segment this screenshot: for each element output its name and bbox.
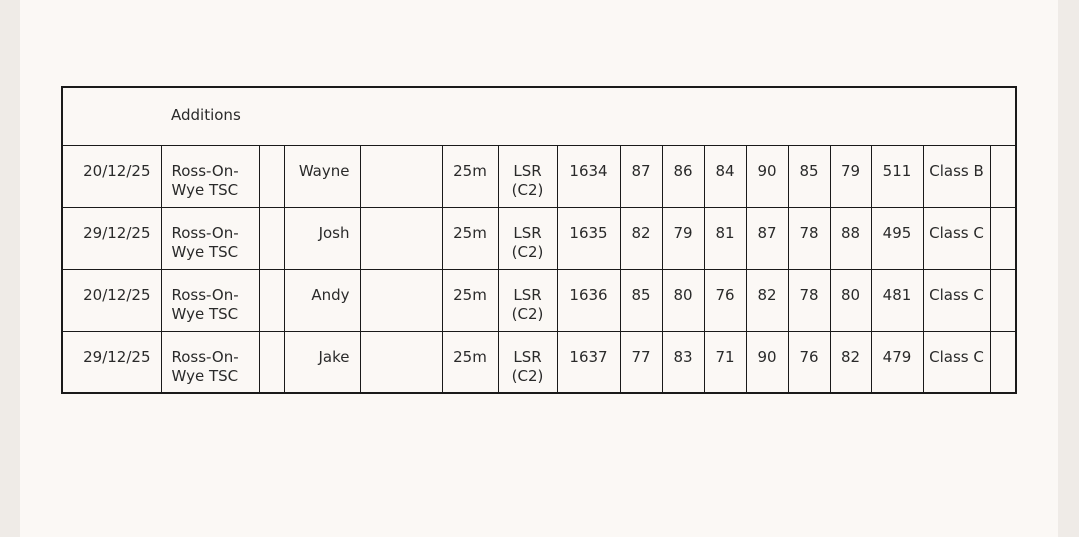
score-cell: 84: [703, 144, 747, 208]
table-title-row: Additions: [61, 86, 1017, 146]
empty-cell: [989, 268, 1017, 332]
score-cell: 77: [619, 330, 663, 394]
discipline-cell: LSR (C2): [497, 330, 558, 394]
blank-cell: [359, 268, 443, 332]
score-cell: 87: [619, 144, 663, 208]
empty-cell: [989, 330, 1017, 394]
date-cell: 29/12/25: [61, 330, 162, 394]
total-cell: 479: [870, 330, 924, 394]
score-cell: 81: [703, 206, 747, 270]
card-number-cell: 1634: [556, 144, 621, 208]
extra-cell: [258, 330, 285, 394]
score-cell: 79: [829, 144, 872, 208]
score-cell: 86: [661, 144, 705, 208]
name-cell: Josh: [283, 206, 361, 270]
venue-cell: Ross-On-Wye TSC: [160, 144, 260, 208]
score-cell: 82: [619, 206, 663, 270]
blank-cell: [359, 206, 443, 270]
score-cell: 78: [787, 268, 831, 332]
discipline-cell: LSR (C2): [497, 268, 558, 332]
table-row: 29/12/25 Ross-On-Wye TSC Jake 25m LSR (C2) 16…: [61, 330, 1017, 394]
venue-cell: Ross-On-Wye TSC: [160, 268, 260, 332]
venue-cell: Ross-On-Wye TSC: [160, 330, 260, 394]
name-cell: Wayne: [283, 144, 361, 208]
class-cell: Class B: [922, 144, 991, 208]
table-row: 20/12/25 Ross-On-Wye TSC Wayne 25m LSR (C2) 1…: [61, 144, 1017, 208]
score-cell: 83: [661, 330, 705, 394]
total-cell: 511: [870, 144, 924, 208]
name-cell: Andy: [283, 268, 361, 332]
score-cell: 87: [745, 206, 789, 270]
class-cell: Class C: [922, 206, 991, 270]
score-cell: 76: [787, 330, 831, 394]
discipline-cell: LSR (C2): [497, 206, 558, 270]
class-cell: Class C: [922, 330, 991, 394]
empty-cell: [989, 144, 1017, 208]
additions-table: Additions 20/12/25 Ross-On-Wye TSC Wayne 25…: [61, 86, 1017, 394]
score-cell: 88: [829, 206, 872, 270]
blank-cell: [359, 330, 443, 394]
card-number-cell: 1636: [556, 268, 621, 332]
extra-cell: [258, 268, 285, 332]
blank-cell: [359, 144, 443, 208]
score-cell: 80: [661, 268, 705, 332]
extra-cell: [258, 206, 285, 270]
empty-cell: [989, 206, 1017, 270]
discipline-cell: LSR (C2): [497, 144, 558, 208]
score-cell: 90: [745, 144, 789, 208]
date-cell: 20/12/25: [61, 268, 162, 332]
card-number-cell: 1635: [556, 206, 621, 270]
score-cell: 85: [619, 268, 663, 332]
score-cell: 80: [829, 268, 872, 332]
table-title: Additions: [61, 86, 1017, 146]
score-cell: 76: [703, 268, 747, 332]
total-cell: 495: [870, 206, 924, 270]
venue-cell: Ross-On-Wye TSC: [160, 206, 260, 270]
distance-cell: 25m: [441, 330, 499, 394]
total-cell: 481: [870, 268, 924, 332]
score-cell: 71: [703, 330, 747, 394]
date-cell: 29/12/25: [61, 206, 162, 270]
score-cell: 90: [745, 330, 789, 394]
score-cell: 78: [787, 206, 831, 270]
table-row: 29/12/25 Ross-On-Wye TSC Josh 25m LSR (C2) 16…: [61, 206, 1017, 270]
name-cell: Jake: [283, 330, 361, 394]
distance-cell: 25m: [441, 268, 499, 332]
distance-cell: 25m: [441, 206, 499, 270]
score-cell: 82: [829, 330, 872, 394]
score-cell: 85: [787, 144, 831, 208]
class-cell: Class C: [922, 268, 991, 332]
table-row: 20/12/25 Ross-On-Wye TSC Andy 25m LSR (C2) 16…: [61, 268, 1017, 332]
score-cell: 82: [745, 268, 789, 332]
card-number-cell: 1637: [556, 330, 621, 394]
distance-cell: 25m: [441, 144, 499, 208]
date-cell: 20/12/25: [61, 144, 162, 208]
extra-cell: [258, 144, 285, 208]
score-cell: 79: [661, 206, 705, 270]
